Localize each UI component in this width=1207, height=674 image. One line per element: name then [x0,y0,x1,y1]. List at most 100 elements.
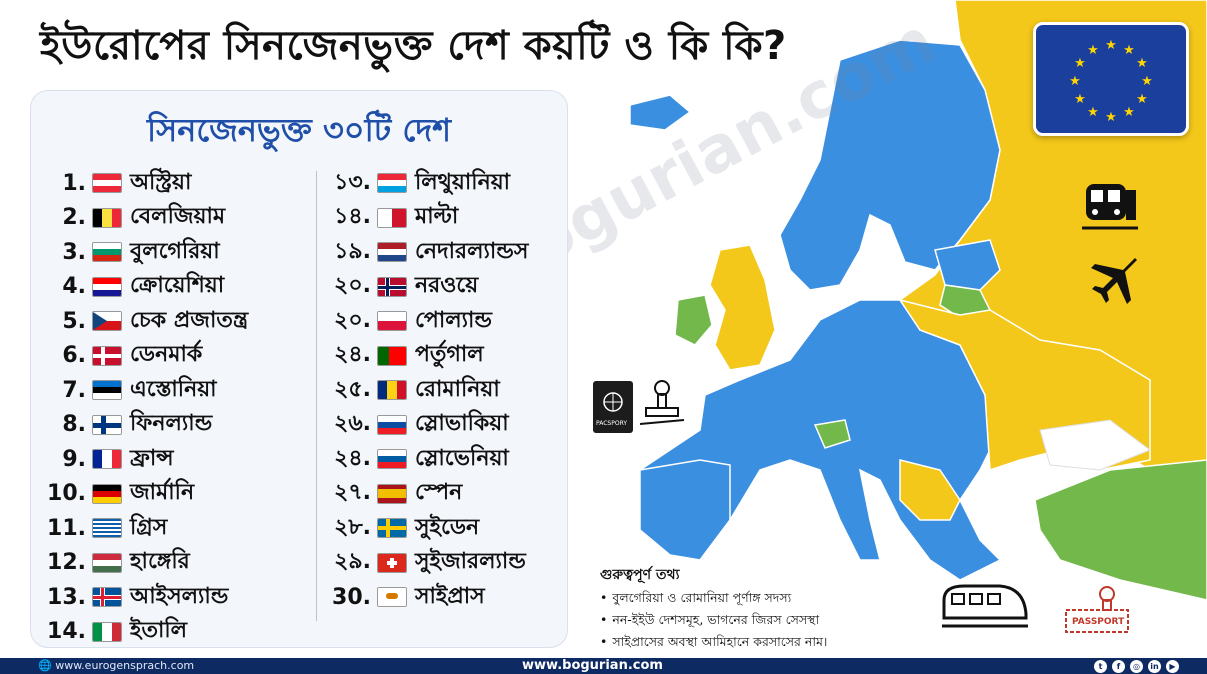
column-divider [316,171,317,621]
country-name: সুইজারল্যান্ড [415,549,526,575]
country-name: লিথুয়ানিয়া [415,169,511,195]
country-name: হাঙ্গেরি [130,549,190,575]
country-name: এস্তোনিয়া [130,376,217,402]
country-item-romania: ২৫. রোমানিয়া [331,373,528,408]
map-region-scandinavia [779,39,1001,291]
country-number: ২৯. [334,549,371,575]
country-item-norway: ২০. নরওয়ে [331,270,528,305]
country-name: ডেনমার্ক [130,342,203,368]
country-number: 4. [62,274,86,300]
country-name: মাল্টা [415,204,459,230]
airplane-icon [1085,252,1141,312]
country-name: আইসল্যান্ড [130,583,229,609]
germany-flag-icon [92,483,122,504]
note-text: বুলগেরিয়া ও রোমানিয়া পূর্ণাঙ্গ সদস্য [612,590,792,605]
map-region-balkans-yellow [899,459,961,521]
country-name: নেদারল্যান্ডস [415,238,529,264]
country-name: পোল্যান্ড [415,307,492,333]
stamp-icon [636,378,688,434]
country-list-panel: সিনজেনভুক্ত ৩০টি দেশ 1. অস্ট্রিয়া 2. বেলজি… [30,90,568,648]
country-item-cyprus: 30. সাইপ্রাস [331,580,528,615]
country-item-iceland: 13. আইসল্যান্ড [46,580,248,615]
belgium-flag-icon [92,207,122,228]
country-item-luxembourg: ১৩. লিথুয়ানিয়া [331,166,528,201]
slovenia-flag-icon [377,449,407,470]
country-item-france: 9. ফ্রান্স [46,442,248,477]
italy-flag-icon [92,621,122,642]
passport-label: PACSPORY [596,420,628,427]
country-item-sweden: ২৮. সুইডেন [331,511,528,546]
footer-center-url[interactable]: www.bogurian.com [522,658,663,673]
country-item-estonia: 7. এস্তোনিয়া [46,373,248,408]
footer-left-url-text: www.eurogensprach.com [55,659,195,672]
facebook-icon[interactable]: f [1112,660,1125,673]
country-name: সাইপ্রাস [415,583,485,609]
austria-flag-icon [92,173,122,194]
instagram-icon[interactable]: ◎ [1130,660,1143,673]
stamp-label: PASSPORT [1072,617,1125,627]
country-name: স্লোভাকিয়া [415,411,509,437]
map-region-ireland [674,294,713,346]
important-info-title: গুরুত্বপূর্ণ তথ্য [600,567,680,583]
country-name: গ্রিস [130,514,168,540]
youtube-icon[interactable]: ▶ [1166,660,1179,673]
note-item: • সাইপ্রাসের অবস্থা আমিহানে করসাসের নাম। [600,634,940,654]
country-item-portugal: ২৪. পর্তুগাল [331,339,528,374]
country-item-italy: 14. ইতালি [46,615,248,650]
norway-flag-icon [377,276,407,297]
slovakia-flag-icon [377,414,407,435]
country-item-slovenia: ২৪. স্লোভেনিয়া [331,442,528,477]
svg-text:★: ★ [1136,92,1148,107]
social-icons: t f ◎ in ▶ [1094,660,1179,673]
country-number: 1. [62,170,86,196]
panel-title: সিনজেনভুক্ত ৩০টি দেশ [146,111,452,149]
country-item-bulgaria: 3. বুলগেরিয়া [46,235,248,270]
country-number: 2. [62,205,86,231]
denmark-flag-icon [92,345,122,366]
svg-text:★: ★ [1123,43,1135,58]
poland-flag-icon [377,311,407,332]
svg-text:★: ★ [1087,105,1099,120]
country-name: ক্রোয়েশিয়া [130,273,225,299]
note-item: • বুলগেরিয়া ও রোমানিয়া পূর্ণাঙ্গ সদস্য [600,590,940,610]
map-region-switzerland [813,419,851,449]
country-number: 10. [47,481,86,507]
train-icon [1080,178,1140,238]
country-number: ২৬. [334,411,371,437]
country-name: ফ্রান্স [130,445,174,471]
france-flag-icon [92,449,122,470]
country-item-czech: 5. চেক প্রজাতন্ত্র [46,304,248,339]
bulgaria-flag-icon [92,242,122,263]
spain-flag-icon [377,483,407,504]
twitter-icon[interactable]: t [1094,660,1107,673]
country-item-germany: 10. জার্মানি [46,477,248,512]
svg-text:★: ★ [1123,105,1135,120]
country-number: ১৯. [334,238,371,264]
country-number: ২০. [334,307,371,333]
country-number: 3. [62,239,86,265]
linkedin-icon[interactable]: in [1148,660,1161,673]
eu-flag-icon: ★ ★ ★ ★ ★ ★ ★ ★ ★ ★ ★ ★ [1033,22,1189,136]
greece-flag-icon [92,518,122,539]
country-number: ১৪. [334,204,371,230]
country-name: বুলগেরিয়া [130,238,220,264]
footer-bar: 🌐 www.eurogensprach.com www.bogurian.com… [0,658,1207,674]
footer-left-url[interactable]: 🌐 www.eurogensprach.com [38,659,195,672]
country-name: জার্মানি [130,480,195,506]
luxembourg-flag-icon [377,173,407,194]
country-number: 13. [47,584,86,610]
country-item-denmark: 6. ডেনমার্ক [46,339,248,374]
page-title: ইউরোপের সিনজেনভুক্ত দেশ কয়টি ও কি কি? [40,23,787,69]
country-number: ১৩. [334,169,371,195]
country-item-hungary: 12. হাঙ্গেরি [46,546,248,581]
map-region-black-sea [1039,419,1152,471]
map-region-baltics [934,239,1001,291]
svg-text:★: ★ [1141,74,1153,89]
note-text: সাইপ্রাসের অবস্থা আমিহানে করসাসের নাম। [612,634,828,649]
country-number: ২৪. [334,342,371,368]
svg-text:★: ★ [1087,43,1099,58]
svg-text:★: ★ [1136,56,1148,71]
country-item-malta: ১৪. মাল্টা [331,201,528,236]
country-list-left: 1. অস্ট্রিয়া 2. বেলজিয়াম 3. বুলগেরিয়া 4. ক্র… [46,166,248,649]
country-name: স্লোভেনিয়া [415,445,509,471]
